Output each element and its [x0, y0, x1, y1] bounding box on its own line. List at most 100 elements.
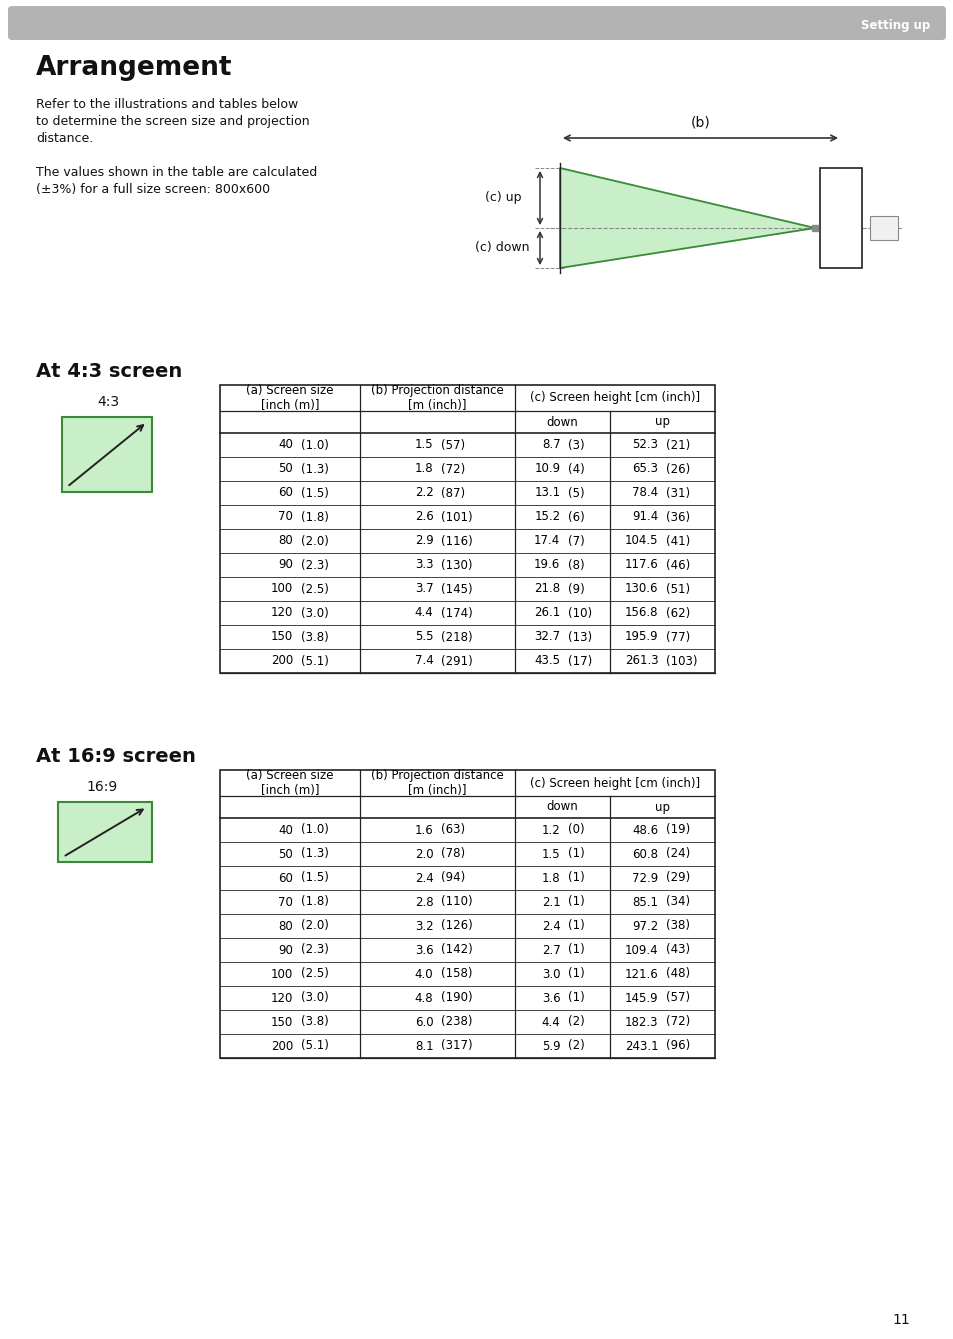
Text: 3.3: 3.3 — [415, 558, 433, 572]
Text: down: down — [546, 415, 578, 428]
Text: (101): (101) — [441, 510, 473, 524]
Text: (72): (72) — [441, 462, 465, 475]
Text: 7.4: 7.4 — [415, 655, 433, 668]
Text: 261.3: 261.3 — [624, 655, 658, 668]
Text: 120: 120 — [271, 991, 293, 1004]
Text: (1): (1) — [568, 872, 584, 885]
Text: (2.3): (2.3) — [301, 944, 329, 956]
Text: (21): (21) — [666, 438, 690, 451]
Text: (29): (29) — [666, 872, 690, 885]
Text: 16:9: 16:9 — [87, 781, 117, 794]
Text: 21.8: 21.8 — [534, 582, 559, 596]
Text: (24): (24) — [666, 848, 690, 861]
Text: (2): (2) — [568, 1039, 584, 1052]
Text: 243.1: 243.1 — [624, 1039, 658, 1052]
Text: 2.2: 2.2 — [415, 486, 433, 499]
Text: 60.8: 60.8 — [632, 848, 658, 861]
Text: 156.8: 156.8 — [624, 607, 658, 620]
Text: 3.0: 3.0 — [541, 968, 559, 980]
Text: (2.0): (2.0) — [301, 534, 329, 548]
Text: (41): (41) — [666, 534, 690, 548]
Text: The values shown in the table are calculated: The values shown in the table are calcul… — [36, 166, 317, 179]
Text: Arrangement: Arrangement — [36, 55, 233, 80]
Text: (130): (130) — [441, 558, 473, 572]
Text: 3.6: 3.6 — [541, 991, 559, 1004]
Text: 2.4: 2.4 — [541, 920, 559, 932]
FancyBboxPatch shape — [8, 5, 945, 40]
Text: (87): (87) — [441, 486, 465, 499]
Text: 145.9: 145.9 — [624, 991, 658, 1004]
Text: 65.3: 65.3 — [632, 462, 658, 475]
Text: 109.4: 109.4 — [624, 944, 658, 956]
Text: 80: 80 — [278, 534, 293, 548]
Text: 70: 70 — [278, 510, 293, 524]
Text: 26.1: 26.1 — [534, 607, 559, 620]
Text: (103): (103) — [666, 655, 698, 668]
Text: (142): (142) — [441, 944, 473, 956]
Text: (62): (62) — [666, 607, 690, 620]
Text: (26): (26) — [666, 462, 690, 475]
Text: 100: 100 — [271, 582, 293, 596]
Text: At 4:3 screen: At 4:3 screen — [36, 362, 182, 382]
Text: (5.1): (5.1) — [301, 1039, 329, 1052]
Text: 8.1: 8.1 — [415, 1039, 433, 1052]
Text: 200: 200 — [271, 655, 293, 668]
Text: (a): (a) — [71, 427, 90, 441]
Text: 97.2: 97.2 — [632, 920, 658, 932]
Text: (6): (6) — [568, 510, 584, 524]
Text: 2.0: 2.0 — [415, 848, 433, 861]
Text: 40: 40 — [278, 438, 293, 451]
Text: down: down — [546, 801, 578, 814]
Text: (5.1): (5.1) — [301, 655, 329, 668]
Text: (±3%) for a full size screen: 800x600: (±3%) for a full size screen: 800x600 — [36, 183, 270, 195]
Text: (1.0): (1.0) — [301, 438, 329, 451]
Text: 90: 90 — [278, 944, 293, 956]
Text: 80: 80 — [278, 920, 293, 932]
Text: 60: 60 — [278, 872, 293, 885]
Text: 4.0: 4.0 — [415, 968, 433, 980]
Text: up: up — [655, 415, 669, 428]
Text: to determine the screen size and projection: to determine the screen size and project… — [36, 115, 310, 129]
Text: (19): (19) — [666, 823, 690, 837]
Text: (126): (126) — [441, 920, 473, 932]
Text: (190): (190) — [441, 991, 473, 1004]
Text: (57): (57) — [441, 438, 465, 451]
Text: 4.8: 4.8 — [415, 991, 433, 1004]
Text: (2): (2) — [568, 1015, 584, 1028]
Text: 10.9: 10.9 — [534, 462, 559, 475]
Text: (1): (1) — [568, 944, 584, 956]
Text: 3.2: 3.2 — [415, 920, 433, 932]
Text: (8): (8) — [568, 558, 584, 572]
Text: (57): (57) — [666, 991, 690, 1004]
Text: 195.9: 195.9 — [624, 631, 658, 644]
Text: At 16:9 screen: At 16:9 screen — [36, 747, 195, 766]
Text: (2.3): (2.3) — [301, 558, 329, 572]
Text: (31): (31) — [666, 486, 690, 499]
Text: (46): (46) — [666, 558, 690, 572]
Text: 72.9: 72.9 — [632, 872, 658, 885]
Bar — [62, 416, 152, 491]
Text: 19.6: 19.6 — [534, 558, 559, 572]
Text: (1): (1) — [568, 991, 584, 1004]
Polygon shape — [559, 167, 814, 268]
Text: (218): (218) — [441, 631, 473, 644]
Text: (1.0): (1.0) — [301, 823, 329, 837]
Text: (1): (1) — [568, 920, 584, 932]
Text: (51): (51) — [666, 582, 690, 596]
Text: (34): (34) — [666, 896, 690, 908]
Text: (c) Screen height [cm (inch)]: (c) Screen height [cm (inch)] — [529, 391, 700, 404]
Text: (174): (174) — [441, 607, 473, 620]
Text: (77): (77) — [666, 631, 690, 644]
Text: 121.6: 121.6 — [624, 968, 658, 980]
Text: (1): (1) — [568, 968, 584, 980]
Text: 13.1: 13.1 — [534, 486, 559, 499]
Text: (c) up: (c) up — [484, 191, 521, 205]
Text: (4): (4) — [568, 462, 584, 475]
Text: (b) Projection distance
[m (inch)]: (b) Projection distance [m (inch)] — [371, 384, 503, 412]
Text: 150: 150 — [271, 631, 293, 644]
Bar — [220, 386, 714, 674]
Text: 48.6: 48.6 — [632, 823, 658, 837]
Text: (b) Projection distance
[m (inch)]: (b) Projection distance [m (inch)] — [371, 769, 503, 797]
Text: 8.7: 8.7 — [541, 438, 559, 451]
Text: 1.5: 1.5 — [415, 438, 433, 451]
